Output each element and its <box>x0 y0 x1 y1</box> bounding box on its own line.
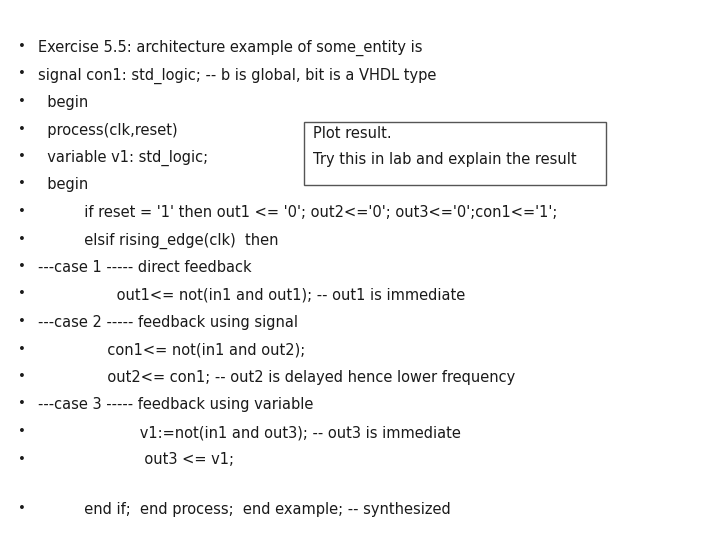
Text: •: • <box>18 233 26 246</box>
Text: Exercise 5.5: architecture example of some_entity is: Exercise 5.5: architecture example of so… <box>38 40 423 56</box>
Text: con1<= not(in1 and out2);: con1<= not(in1 and out2); <box>38 342 305 357</box>
Text: out2<= con1; -- out2 is delayed hence lower frequency: out2<= con1; -- out2 is delayed hence lo… <box>38 370 516 385</box>
Text: 30: 30 <box>647 6 670 24</box>
Text: out3 <= v1;: out3 <= v1; <box>38 453 234 468</box>
Text: •: • <box>18 315 26 328</box>
Text: variable v1: std_logic;: variable v1: std_logic; <box>38 150 208 166</box>
Text: •: • <box>18 397 26 410</box>
Text: •: • <box>18 287 26 300</box>
Text: •: • <box>18 123 26 136</box>
Text: •: • <box>18 178 26 191</box>
Text: •: • <box>18 425 26 438</box>
Text: v1:=not(in1 and out3); -- out3 is immediate: v1:=not(in1 and out3); -- out3 is immedi… <box>38 425 461 440</box>
FancyBboxPatch shape <box>304 122 606 185</box>
Text: out1<= not(in1 and out1); -- out1 is immediate: out1<= not(in1 and out1); -- out1 is imm… <box>38 287 465 302</box>
Text: •: • <box>18 95 26 108</box>
Text: ---case 1 ----- direct feedback: ---case 1 ----- direct feedback <box>38 260 251 275</box>
Text: Plot result.: Plot result. <box>313 126 392 141</box>
Text: •: • <box>18 150 26 163</box>
Text: ---case 2 ----- feedback using signal: ---case 2 ----- feedback using signal <box>38 315 298 330</box>
Text: •: • <box>18 260 26 273</box>
Text: ---case 3 ----- feedback using variable: ---case 3 ----- feedback using variable <box>38 397 313 413</box>
Text: Try this in lab and explain the result: Try this in lab and explain the result <box>313 152 577 167</box>
Text: begin: begin <box>38 178 89 192</box>
Text: •: • <box>18 205 26 218</box>
Text: •: • <box>18 40 26 53</box>
Text: process(clk,reset): process(clk,reset) <box>38 123 178 138</box>
Text: if reset = '1' then out1 <= '0'; out2<='0'; out3<='0';con1<='1';: if reset = '1' then out1 <= '0'; out2<='… <box>38 205 557 220</box>
Text: VHDL 5. FSM ver.8a: VHDL 5. FSM ver.8a <box>295 9 425 22</box>
Text: •: • <box>18 68 26 80</box>
Text: begin: begin <box>38 95 89 110</box>
Text: •: • <box>18 502 26 515</box>
Text: •: • <box>18 453 26 465</box>
Text: •: • <box>18 370 26 383</box>
Text: elsif rising_edge(clk)  then: elsif rising_edge(clk) then <box>38 233 279 249</box>
Text: •: • <box>18 342 26 355</box>
Text: signal con1: std_logic; -- b is global, bit is a VHDL type: signal con1: std_logic; -- b is global, … <box>38 68 436 84</box>
Text: end if;  end process;  end example; -- synthesized: end if; end process; end example; -- syn… <box>38 502 451 517</box>
